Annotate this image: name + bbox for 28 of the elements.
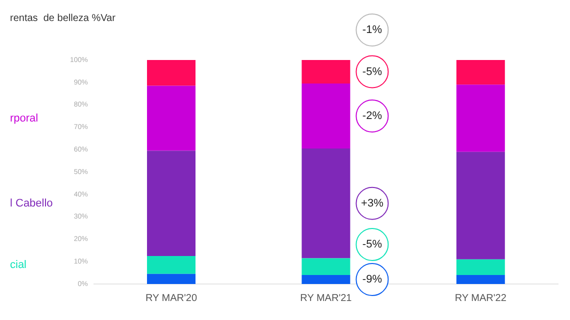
bar [302, 148, 350, 258]
chart-title: rentas de belleza %Var [10, 12, 116, 24]
x-tick-label: RY MAR'21 [300, 292, 352, 304]
annotation: -5% [362, 66, 382, 78]
bar [147, 86, 196, 151]
annotation: -5% [362, 238, 382, 251]
text: -1% [362, 24, 382, 36]
bar [456, 152, 505, 260]
bar [147, 256, 196, 274]
x-tick-label: RY MAR'22 [454, 292, 507, 304]
text: l Cabello [10, 197, 53, 210]
x-tick-label: RY MAR'20 [145, 292, 198, 304]
bar [147, 60, 196, 86]
annotation: -9% [362, 274, 382, 286]
bar [456, 275, 505, 284]
bar [302, 258, 350, 276]
annotation: +3% [361, 197, 384, 210]
bar [147, 150, 196, 256]
text: rporal [10, 112, 38, 124]
annotation: -2% [362, 110, 382, 122]
bar [456, 60, 505, 85]
bar [456, 259, 505, 276]
bar [302, 84, 350, 148]
bar [147, 274, 196, 284]
bar [456, 84, 505, 152]
text: cial [10, 258, 27, 271]
bar [302, 60, 350, 84]
bar [302, 275, 350, 284]
